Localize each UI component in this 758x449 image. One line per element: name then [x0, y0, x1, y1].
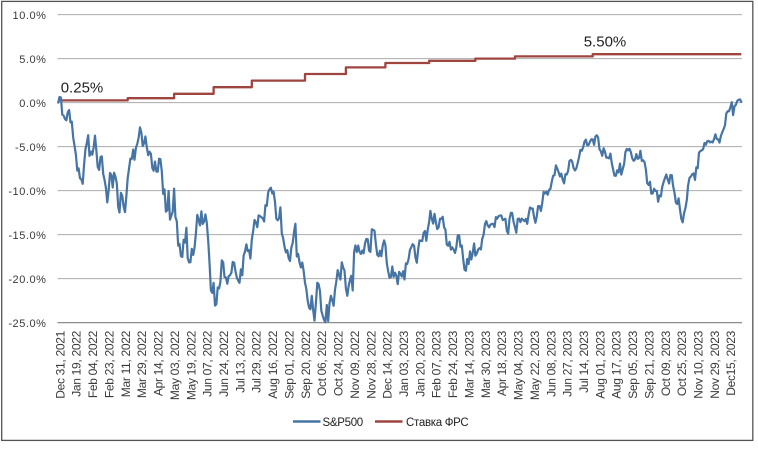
svg-text:Apr 18, 2023: Apr 18, 2023 — [495, 330, 509, 396]
svg-text:Jan 20, 2023: Jan 20, 2023 — [413, 330, 427, 396]
svg-text:Mar 30, 2023: Mar 30, 2023 — [479, 330, 493, 398]
svg-text:Feb 04, 2022: Feb 04, 2022 — [86, 330, 100, 398]
svg-text:Jun 24, 2022: Jun 24, 2022 — [217, 330, 231, 396]
svg-text:Aug 16, 2022: Aug 16, 2022 — [266, 330, 280, 398]
svg-text:Aug 01, 2023: Aug 01, 2023 — [593, 330, 607, 398]
svg-text:Nov 09, 2022: Nov 09, 2022 — [348, 330, 362, 398]
svg-text:Jun 07, 2022: Jun 07, 2022 — [201, 330, 215, 396]
svg-text:Oct 06, 2022: Oct 06, 2022 — [315, 330, 329, 396]
svg-text:Jan 19, 2022: Jan 19, 2022 — [70, 330, 84, 396]
svg-text:0.0%: 0.0% — [19, 98, 46, 110]
svg-text:Sep 01, 2022: Sep 01, 2022 — [283, 330, 297, 398]
svg-text:Aug 17, 2023: Aug 17, 2023 — [610, 330, 624, 398]
svg-text:Feb 23, 2022: Feb 23, 2022 — [103, 330, 117, 398]
svg-text:Jan 03, 2023: Jan 03, 2023 — [397, 330, 411, 396]
svg-text:Jul 29, 2022: Jul 29, 2022 — [250, 330, 264, 392]
svg-text:May 04, 2023: May 04, 2023 — [512, 330, 526, 400]
svg-text:Mar 11, 2022: Mar 11, 2022 — [119, 330, 133, 397]
svg-text:Oct 25, 2023: Oct 25, 2023 — [675, 330, 689, 396]
svg-text:-20.0%: -20.0% — [8, 274, 46, 286]
svg-text:Jun 27, 2023: Jun 27, 2023 — [561, 330, 575, 396]
svg-text:Apr 14, 2022: Apr 14, 2022 — [152, 330, 166, 396]
svg-text:Sep 05, 2023: Sep 05, 2023 — [626, 330, 640, 398]
svg-text:Feb 24, 2023: Feb 24, 2023 — [446, 330, 460, 398]
svg-text:May 22, 2023: May 22, 2023 — [528, 330, 542, 400]
svg-text:0.25%: 0.25% — [61, 80, 104, 97]
svg-text:5.0%: 5.0% — [19, 54, 46, 66]
svg-text:-10.0%: -10.0% — [8, 186, 46, 198]
svg-text:5.50%: 5.50% — [584, 34, 627, 51]
svg-text:Dec 14, 2022: Dec 14, 2022 — [381, 330, 395, 398]
svg-text:Feb 07, 2023: Feb 07, 2023 — [430, 330, 444, 398]
svg-text:Dec 31, 2021: Dec 31, 2021 — [53, 330, 67, 398]
svg-text:-15.0%: -15.0% — [8, 230, 46, 242]
svg-text:Jul 14, 2023: Jul 14, 2023 — [577, 330, 591, 392]
svg-text:Mar 14, 2023: Mar 14, 2023 — [462, 330, 476, 398]
svg-text:Dec15, 2023: Dec15, 2023 — [724, 330, 738, 395]
svg-text:Nov 29, 2023: Nov 29, 2023 — [708, 330, 722, 398]
svg-text:-5.0%: -5.0% — [15, 142, 47, 154]
svg-text:10.0%: 10.0% — [13, 10, 47, 22]
svg-text:Jul 13, 2022: Jul 13, 2022 — [233, 330, 247, 392]
svg-text:Oct 24, 2022: Oct 24, 2022 — [332, 330, 346, 396]
svg-text:May 03, 2022: May 03, 2022 — [168, 330, 182, 400]
svg-text:Sep 21, 2023: Sep 21, 2023 — [642, 330, 656, 398]
svg-text:S&P500: S&P500 — [323, 417, 363, 429]
svg-text:Nov 10, 2023: Nov 10, 2023 — [692, 330, 706, 398]
svg-text:Mar 29, 2022: Mar 29, 2022 — [135, 330, 149, 398]
svg-text:Sep 20, 2022: Sep 20, 2022 — [299, 330, 313, 398]
svg-text:Jun 08, 2023: Jun 08, 2023 — [544, 330, 558, 396]
svg-text:May 19, 2022: May 19, 2022 — [184, 330, 198, 400]
svg-text:Ставка ФРС: Ставка ФРС — [406, 417, 468, 429]
svg-text:Nov 28, 2022: Nov 28, 2022 — [364, 330, 378, 398]
svg-text:Oct 09, 2023: Oct 09, 2023 — [659, 330, 673, 396]
svg-text:-25.0%: -25.0% — [8, 318, 46, 330]
